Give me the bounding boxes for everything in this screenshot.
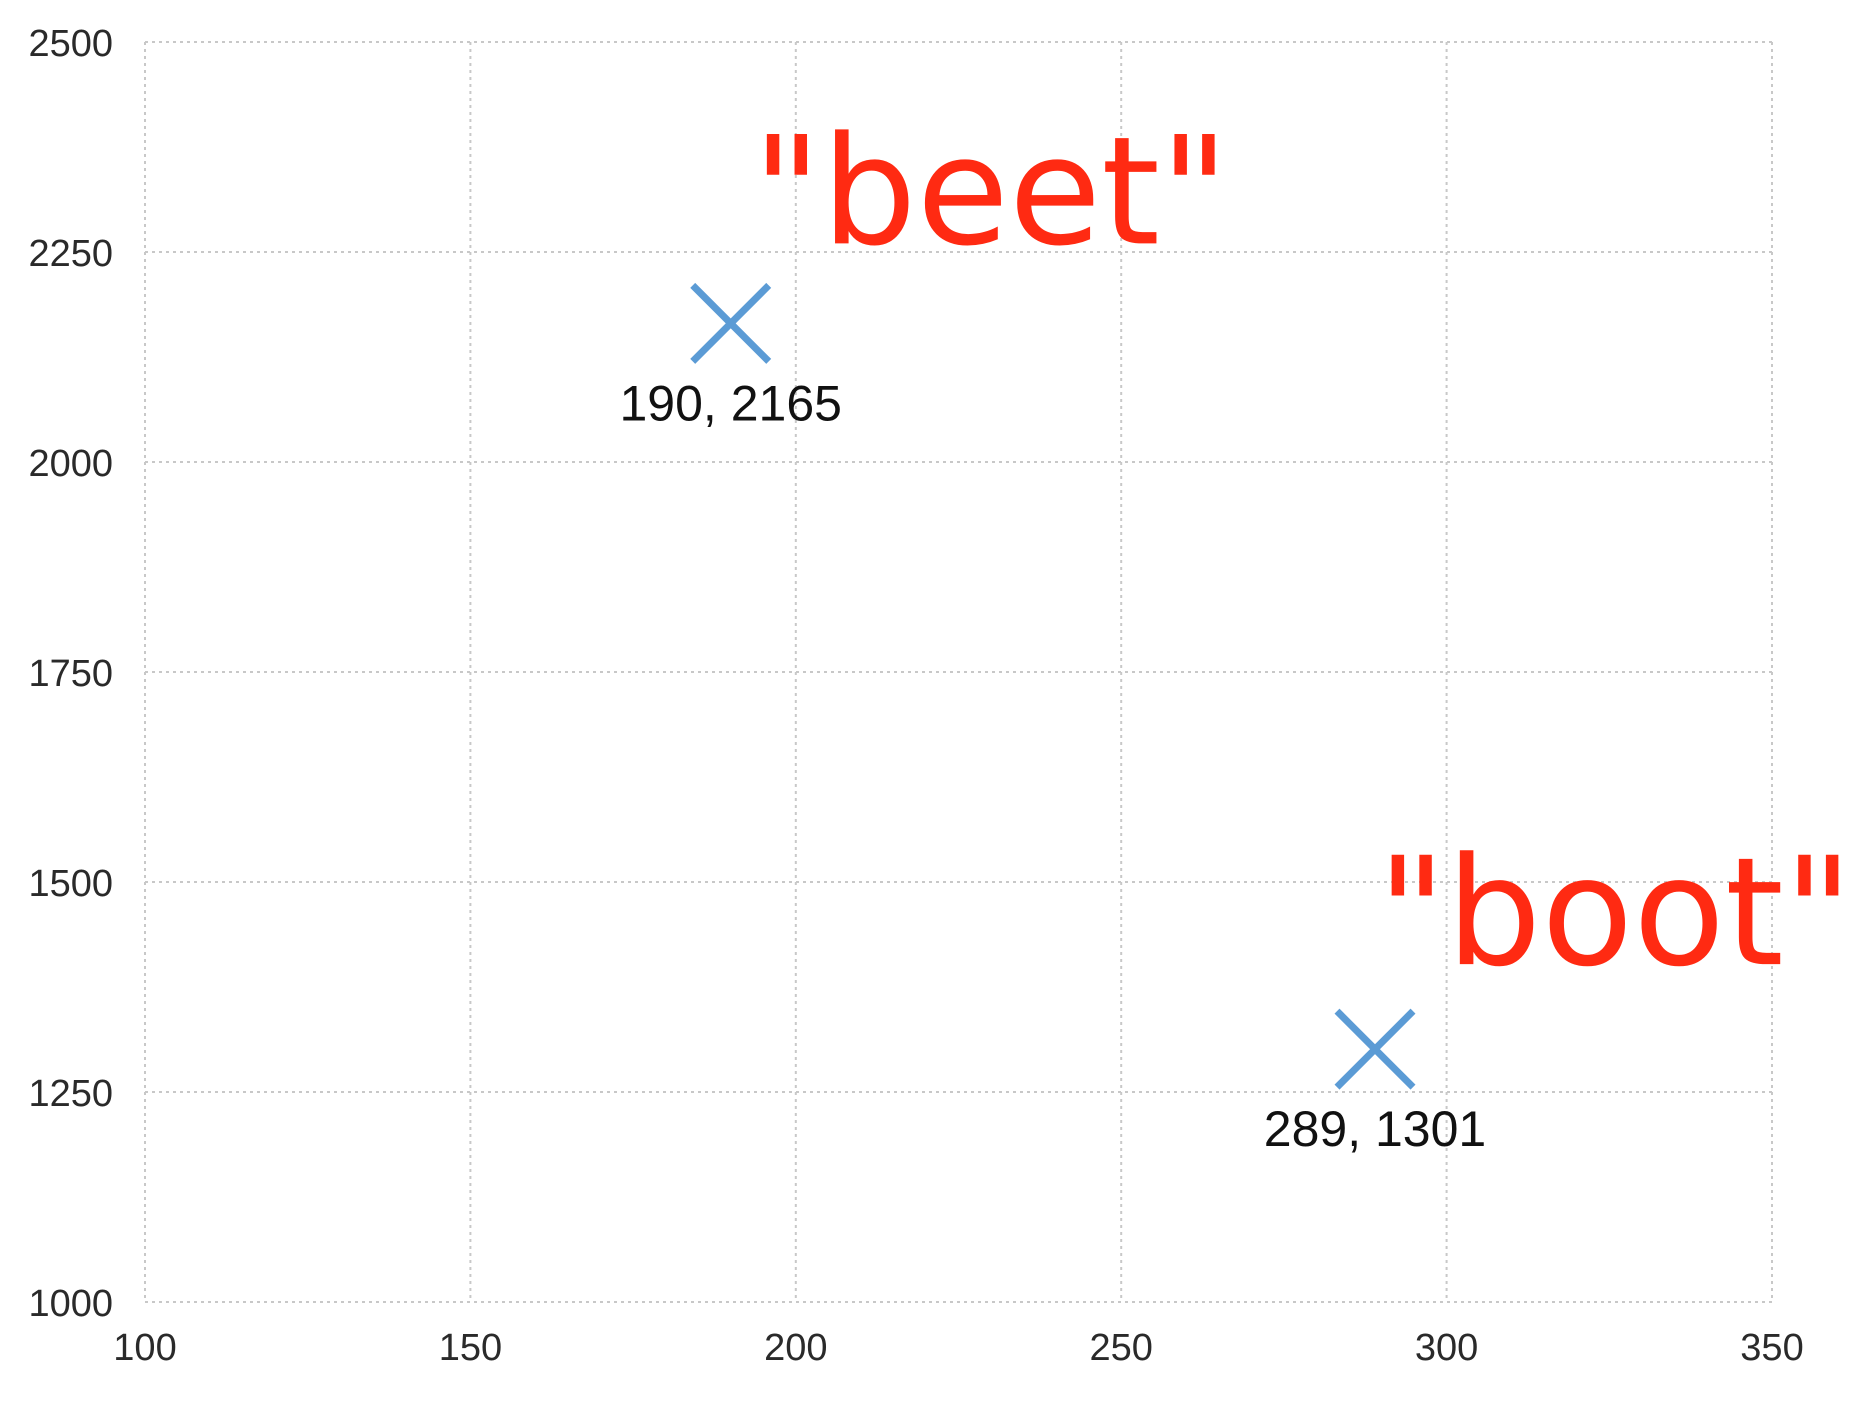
point-word-label: "boot" <box>1377 826 1851 1000</box>
y-tick-label: 1750 <box>28 653 113 695</box>
y-tick-label: 2000 <box>28 443 113 485</box>
x-tick-label: 250 <box>1089 1327 1152 1369</box>
x-marker-stroke <box>1334 1008 1416 1090</box>
x-marker-stroke <box>690 282 772 364</box>
y-tick-label: 1000 <box>28 1283 113 1325</box>
x-tick-label: 300 <box>1415 1327 1478 1369</box>
point-word-label: "beet" <box>752 105 1229 279</box>
y-tick-label: 1250 <box>28 1073 113 1115</box>
point-coordinate-label: 289, 1301 <box>1264 1101 1486 1157</box>
data-points: 190, 2165 "beet" 289, 1301 "boot" <box>620 105 1851 1157</box>
grid-layer <box>144 41 1773 1303</box>
x-marker <box>690 282 772 364</box>
y-tick-label: 1500 <box>28 863 113 905</box>
y-tick-label: 2250 <box>28 233 113 275</box>
point-coordinate-label: 190, 2165 <box>620 375 842 431</box>
x-tick-label: 200 <box>764 1327 827 1369</box>
tick-labels: 100 150 200 250 300 350 1000 1250 1500 1750 2000 22… <box>28 23 1803 1369</box>
x-tick-label: 150 <box>439 1327 502 1369</box>
x-tick-label: 100 <box>113 1327 176 1369</box>
x-tick-label: 350 <box>1740 1327 1803 1369</box>
x-marker <box>1334 1008 1416 1090</box>
y-tick-label: 2500 <box>28 23 113 65</box>
